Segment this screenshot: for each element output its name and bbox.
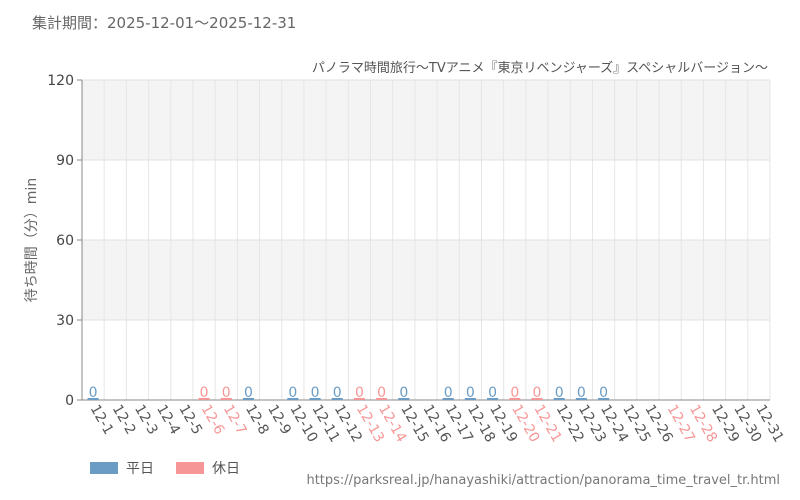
legend-holiday-label: 休日 [212, 461, 240, 477]
data-label: 0 [89, 385, 98, 401]
axes [77, 79, 770, 401]
data-label: 0 [311, 385, 320, 401]
legend-item-weekday[interactable]: 平日 [90, 458, 154, 478]
y-tick-label: 120 [47, 73, 74, 89]
data-label: 0 [488, 385, 497, 401]
y-tick-label: 60 [56, 233, 74, 249]
bar [331, 398, 343, 400]
data-label: 0 [510, 385, 519, 401]
bar [242, 398, 254, 400]
data-label: 0 [533, 385, 542, 401]
data-label: 0 [399, 385, 408, 401]
bar [398, 398, 410, 400]
bar [464, 398, 476, 400]
holiday-swatch [176, 462, 204, 474]
bar [376, 398, 388, 400]
data-label: 0 [200, 385, 209, 401]
legend-weekday-label: 平日 [126, 461, 154, 477]
bar [487, 398, 499, 400]
y-tick-label: 30 [56, 313, 74, 329]
data-label: 0 [355, 385, 364, 401]
data-label: 0 [333, 385, 342, 401]
y-tick-label: 90 [56, 153, 74, 169]
data-label: 0 [444, 385, 453, 401]
data-label: 0 [577, 385, 586, 401]
data-label: 0 [466, 385, 475, 401]
y-tick-labels: 0 30 60 90 120 [47, 73, 74, 409]
bar [598, 398, 610, 400]
bar [198, 398, 210, 400]
bar [220, 398, 232, 400]
data-label: 0 [244, 385, 253, 401]
y-axis-label: 待ち時間（分）min [24, 178, 40, 302]
bar [442, 398, 454, 400]
data-label: 0 [222, 385, 231, 401]
bar [87, 398, 99, 400]
bar [531, 398, 543, 400]
legend-item-holiday[interactable]: 休日 [176, 458, 240, 478]
bar [575, 398, 587, 400]
source-url[interactable]: https://parksreal.jp/hanayashiki/attract… [306, 473, 780, 488]
plot-band [82, 80, 770, 160]
y-tick-label: 0 [65, 393, 74, 409]
bar [309, 398, 321, 400]
data-label: 0 [599, 385, 608, 401]
weekday-swatch [90, 462, 118, 474]
plot-band [82, 160, 770, 240]
legend: 平日 休日 [90, 458, 262, 478]
bar [353, 398, 365, 400]
x-tick-labels: 12-112-212-312-412-512-612-712-812-912-1… [87, 402, 787, 445]
plot-band [82, 240, 770, 320]
bar [287, 398, 299, 400]
plot-bands [82, 80, 770, 400]
plot-band [82, 320, 770, 400]
bar [509, 398, 521, 400]
chart-title: パノラマ時間旅行～TVアニメ『東京リベンジャーズ』スペシャルバージョン～ [312, 60, 768, 76]
data-label: 0 [555, 385, 564, 401]
data-label: 0 [377, 385, 386, 401]
data-label: 0 [288, 385, 297, 401]
bar [553, 398, 565, 400]
period-label: 集計期間：2025-12-01～2025-12-31 [32, 14, 297, 32]
